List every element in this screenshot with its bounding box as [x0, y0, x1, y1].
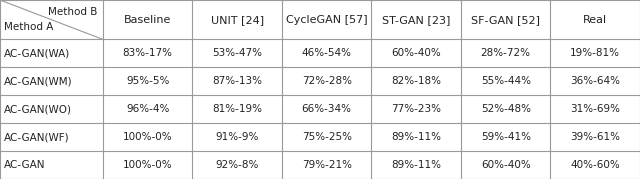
Text: 55%-44%: 55%-44% — [481, 76, 531, 86]
Text: 100%-0%: 100%-0% — [123, 160, 172, 170]
Text: AC-GAN(WF): AC-GAN(WF) — [4, 132, 70, 142]
Text: 82%-18%: 82%-18% — [391, 76, 441, 86]
Text: 75%-25%: 75%-25% — [301, 132, 351, 142]
Text: SF-GAN [52]: SF-GAN [52] — [471, 15, 540, 25]
Text: 87%-13%: 87%-13% — [212, 76, 262, 86]
Text: 91%-9%: 91%-9% — [216, 132, 259, 142]
Text: 60%-40%: 60%-40% — [391, 48, 441, 58]
Text: 28%-72%: 28%-72% — [481, 48, 531, 58]
Text: AC-GAN(WO): AC-GAN(WO) — [4, 104, 72, 114]
Text: 89%-11%: 89%-11% — [391, 132, 441, 142]
Text: 39%-61%: 39%-61% — [570, 132, 620, 142]
Text: 79%-21%: 79%-21% — [301, 160, 351, 170]
Text: Real: Real — [583, 15, 607, 25]
Text: Baseline: Baseline — [124, 15, 172, 25]
Text: AC-GAN(WA): AC-GAN(WA) — [4, 48, 70, 58]
Text: 96%-4%: 96%-4% — [126, 104, 169, 114]
Text: AC-GAN(WM): AC-GAN(WM) — [4, 76, 72, 86]
Text: 100%-0%: 100%-0% — [123, 132, 172, 142]
Text: 52%-48%: 52%-48% — [481, 104, 531, 114]
Text: 66%-34%: 66%-34% — [301, 104, 351, 114]
Text: 60%-40%: 60%-40% — [481, 160, 531, 170]
Text: 19%-81%: 19%-81% — [570, 48, 620, 58]
Text: 92%-8%: 92%-8% — [216, 160, 259, 170]
Text: 59%-41%: 59%-41% — [481, 132, 531, 142]
Text: CycleGAN [57]: CycleGAN [57] — [286, 15, 367, 25]
Text: 83%-17%: 83%-17% — [123, 48, 173, 58]
Text: 81%-19%: 81%-19% — [212, 104, 262, 114]
Text: Method A: Method A — [4, 22, 53, 32]
Text: 77%-23%: 77%-23% — [391, 104, 441, 114]
Text: 40%-60%: 40%-60% — [570, 160, 620, 170]
Text: 72%-28%: 72%-28% — [301, 76, 351, 86]
Text: 31%-69%: 31%-69% — [570, 104, 620, 114]
Text: ST-GAN [23]: ST-GAN [23] — [382, 15, 451, 25]
Text: 36%-64%: 36%-64% — [570, 76, 620, 86]
Text: 53%-47%: 53%-47% — [212, 48, 262, 58]
Text: Method B: Method B — [48, 7, 98, 17]
Text: 46%-54%: 46%-54% — [301, 48, 351, 58]
Text: 89%-11%: 89%-11% — [391, 160, 441, 170]
Text: AC-GAN: AC-GAN — [4, 160, 45, 170]
Text: 95%-5%: 95%-5% — [126, 76, 169, 86]
Text: UNIT [24]: UNIT [24] — [211, 15, 264, 25]
